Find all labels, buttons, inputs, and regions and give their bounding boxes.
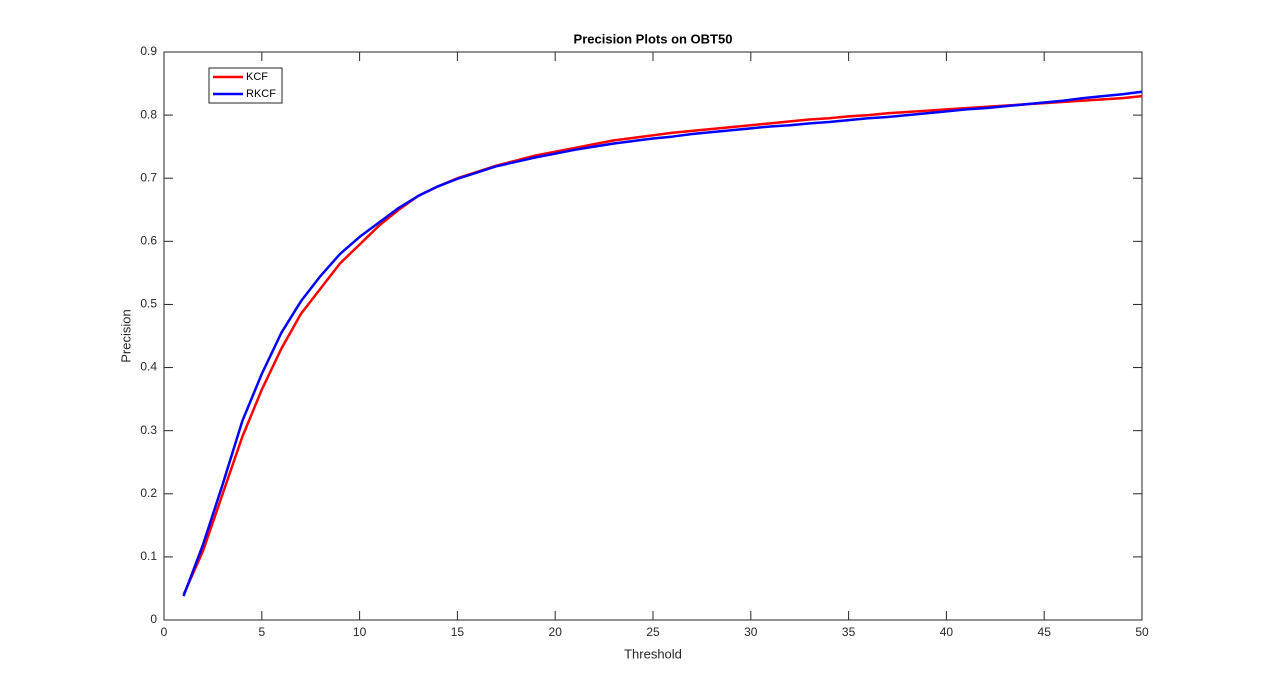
y-axis-label: Precision — [118, 309, 133, 362]
chart-title: Precision Plots on OBT50 — [574, 31, 733, 46]
x-tick-label: 20 — [549, 625, 563, 639]
y-tick-label: 0.1 — [140, 549, 157, 563]
x-tick-label: 30 — [744, 625, 758, 639]
x-axis-label: Threshold — [624, 646, 682, 661]
x-tick-label: 35 — [842, 625, 856, 639]
x-tick-label: 50 — [1135, 625, 1149, 639]
y-tick-label: 0.5 — [140, 297, 157, 311]
x-tick-label: 5 — [258, 625, 265, 639]
y-tick-label: 0.6 — [140, 234, 157, 248]
x-tick-label: 10 — [353, 625, 367, 639]
legend-label: KCF — [246, 71, 268, 83]
series-line — [182, 90, 1143, 597]
x-tick-label: 15 — [451, 625, 465, 639]
legend-label: RKCF — [246, 88, 276, 100]
x-tick-label: 0 — [161, 625, 168, 639]
y-tick-label: 0.7 — [140, 170, 157, 184]
y-tick-label: 0 — [150, 612, 157, 626]
y-tick-label: 0.9 — [140, 44, 157, 58]
x-tick-label: 25 — [646, 625, 660, 639]
y-tick-label: 0.4 — [140, 360, 157, 374]
series-line — [182, 94, 1143, 596]
y-tick-label: 0.2 — [140, 486, 157, 500]
y-tick-label: 0.8 — [140, 107, 157, 121]
x-tick-label: 45 — [1038, 625, 1052, 639]
x-tick-label: 40 — [940, 625, 954, 639]
y-tick-label: 0.3 — [140, 423, 157, 437]
legend-box — [208, 67, 283, 104]
